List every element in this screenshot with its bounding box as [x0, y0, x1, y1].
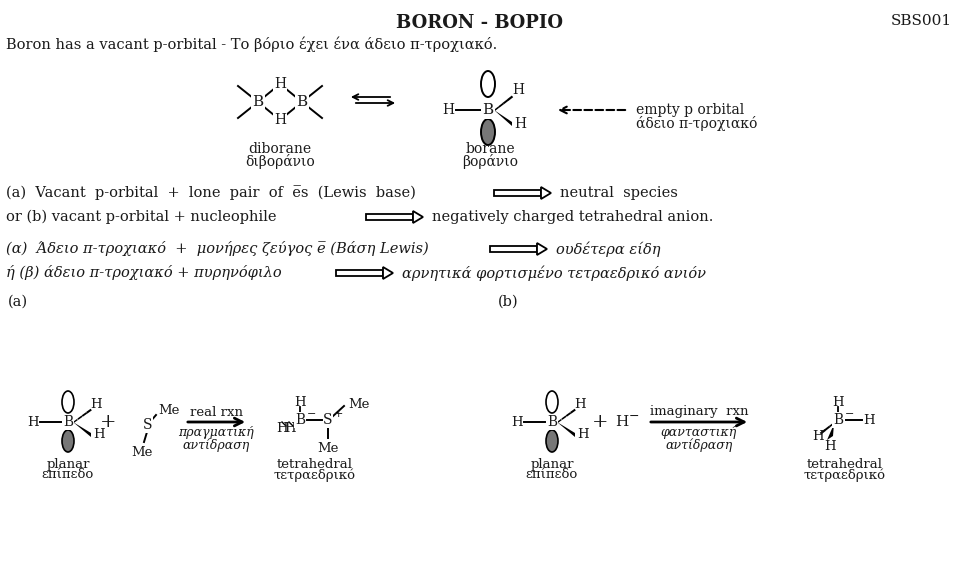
Text: τετραεδρικό: τετραεδρικό [804, 469, 886, 483]
Ellipse shape [546, 430, 558, 452]
Text: SBS001: SBS001 [891, 14, 952, 28]
Ellipse shape [546, 391, 558, 413]
Polygon shape [413, 211, 423, 223]
Text: H: H [274, 77, 286, 91]
Text: B: B [252, 95, 264, 109]
Ellipse shape [62, 391, 74, 413]
Text: Me: Me [132, 446, 153, 459]
Polygon shape [73, 422, 91, 437]
Text: (a): (a) [8, 295, 28, 309]
Text: S: S [324, 413, 333, 427]
Text: B: B [295, 413, 305, 427]
Polygon shape [383, 267, 393, 279]
Text: Me: Me [318, 442, 339, 455]
Text: or (b) vacant p-orbital + nucleophile: or (b) vacant p-orbital + nucleophile [6, 210, 276, 224]
Text: αντίδραση: αντίδραση [182, 438, 250, 452]
Text: H: H [512, 83, 524, 97]
Text: (b): (b) [498, 295, 518, 309]
Ellipse shape [481, 119, 495, 145]
Text: empty p orbital: empty p orbital [636, 103, 744, 117]
Text: tetrahedral: tetrahedral [277, 458, 353, 471]
Text: imaginary  rxn: imaginary rxn [650, 406, 748, 419]
Ellipse shape [62, 430, 74, 452]
Text: planar: planar [46, 458, 89, 471]
Text: borane: borane [466, 142, 515, 156]
Text: S: S [143, 418, 153, 432]
Polygon shape [557, 422, 575, 437]
Text: −: − [845, 409, 854, 419]
Text: τετραεδρικό: τετραεδρικό [274, 469, 356, 483]
Text: planar: planar [530, 458, 574, 471]
Text: H: H [832, 396, 844, 409]
Polygon shape [541, 187, 551, 199]
Text: αντίδραση: αντίδραση [665, 438, 732, 452]
Text: H: H [812, 429, 824, 442]
Text: ουδέτερα είδη: ουδέτερα είδη [556, 241, 660, 257]
Text: διβοράνιο: διβοράνιο [245, 154, 315, 169]
Text: diborane: diborane [249, 142, 312, 156]
Polygon shape [494, 110, 512, 126]
Text: H: H [615, 415, 629, 429]
Text: B: B [547, 415, 557, 429]
Text: H: H [825, 439, 836, 452]
Text: H: H [93, 428, 105, 442]
Text: real rxn: real rxn [189, 406, 243, 419]
Text: αρνητικά φορτισμένο τετραεδρικό ανιόν: αρνητικά φορτισμένο τετραεδρικό ανιόν [402, 265, 706, 281]
Text: φανταστική: φανταστική [660, 426, 737, 439]
Polygon shape [366, 214, 413, 220]
Text: neutral  species: neutral species [560, 186, 678, 200]
Polygon shape [336, 270, 383, 276]
Text: επίπεδο: επίπεδο [526, 469, 578, 482]
Polygon shape [490, 246, 537, 252]
Text: −: − [629, 410, 639, 423]
Text: πραγματική: πραγματική [179, 426, 253, 439]
Text: επίπεδο: επίπεδο [42, 469, 94, 482]
Text: H: H [514, 117, 526, 131]
Text: (a)  Vacant  p-orbital  +  lone  pair  of  e̅s  (Lewis  base): (a) Vacant p-orbital + lone pair of e̅s … [6, 185, 416, 201]
Polygon shape [494, 191, 541, 196]
Text: Me: Me [348, 397, 370, 410]
Text: +: + [334, 409, 344, 419]
Text: H: H [511, 415, 523, 428]
Text: +: + [100, 413, 116, 431]
Text: H: H [442, 103, 454, 117]
Polygon shape [537, 243, 547, 255]
Text: H: H [27, 415, 38, 428]
Text: B: B [833, 413, 843, 427]
Text: βοράνιο: βοράνιο [462, 154, 518, 169]
Text: H: H [294, 396, 306, 409]
Text: (α)  Άδειο π-τροχιακό  +  μονήρες ζεύγος e̅ (Βάση Lewis): (α) Άδειο π-τροχιακό + μονήρες ζεύγος e̅… [6, 242, 429, 256]
Text: άδειο π-τροχιακό: άδειο π-τροχιακό [636, 116, 757, 131]
Text: H: H [574, 397, 586, 410]
Text: H: H [276, 422, 288, 434]
Text: −: − [307, 409, 317, 419]
Text: H: H [863, 414, 875, 427]
Ellipse shape [481, 71, 495, 97]
Text: B: B [297, 95, 307, 109]
Text: B: B [63, 415, 73, 429]
Text: tetrahedral: tetrahedral [807, 458, 883, 471]
Text: H: H [577, 428, 588, 442]
Text: H: H [284, 422, 296, 434]
Text: H: H [274, 113, 286, 127]
Text: H: H [90, 397, 102, 410]
Polygon shape [827, 424, 834, 440]
Text: Me: Me [158, 404, 180, 416]
Text: negatively charged tetrahedral anion.: negatively charged tetrahedral anion. [432, 210, 713, 224]
Text: +: + [591, 413, 609, 431]
Text: Boron has a vacant p-orbital - Το βόριο έχει ένα άδειο π-τροχιακό.: Boron has a vacant p-orbital - Το βόριο … [6, 36, 497, 52]
Text: ή (β) άδειο π-τροχιακό + πυρηνόφιλο: ή (β) άδειο π-τροχιακό + πυρηνόφιλο [6, 265, 281, 280]
Text: BORON - ΒΟΡΙΟ: BORON - ΒΟΡΙΟ [396, 14, 564, 32]
Text: B: B [483, 103, 493, 117]
